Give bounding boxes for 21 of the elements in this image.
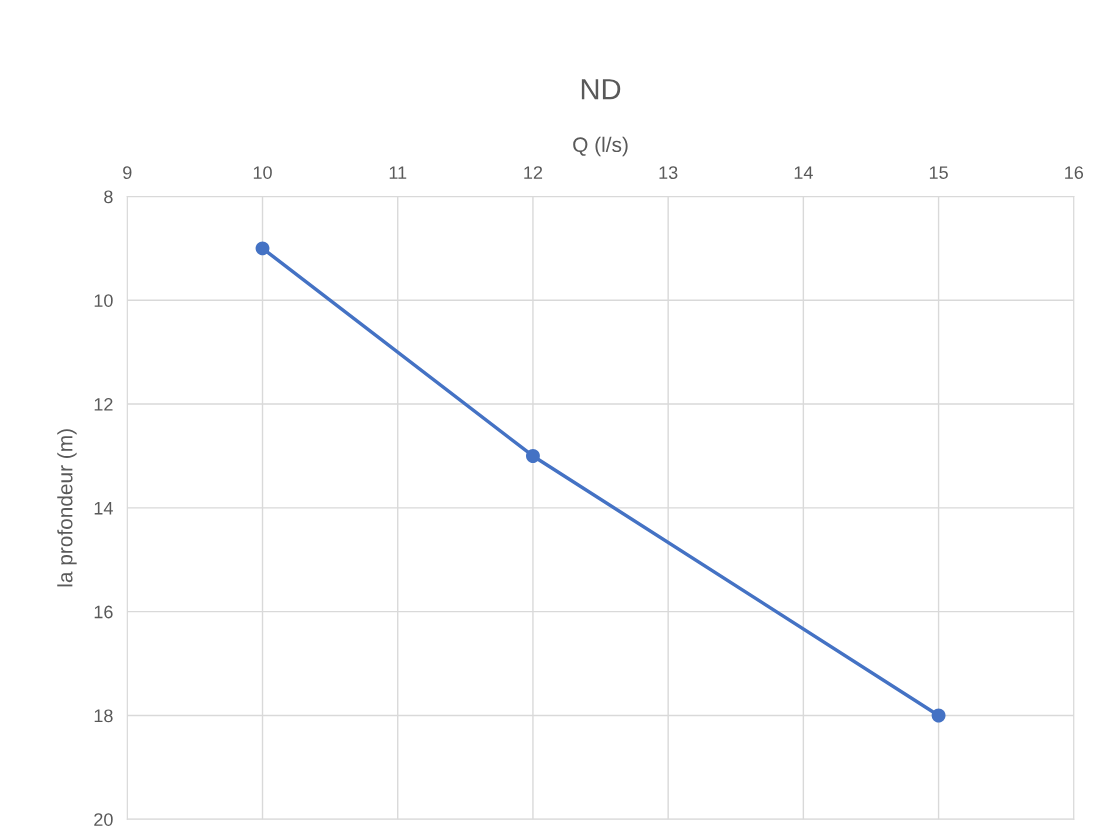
y-tick-label: 14 (94, 501, 113, 515)
y-tick-label: 20 (94, 813, 113, 826)
chart-title: ND (581, 79, 621, 100)
y-tick-label: 12 (94, 398, 113, 411)
y-tick-label: 10 (94, 294, 113, 307)
point (255, 241, 270, 256)
x-tick-label: 14 (794, 166, 813, 179)
x-axis-title: Q (l/s) (573, 136, 628, 157)
y-tick-label: 8 (104, 190, 113, 204)
x-tick-label: 16 (1065, 166, 1084, 179)
y-axis-title: la profondeur (m) (57, 429, 77, 587)
y-tick-label: 18 (94, 709, 113, 723)
point (931, 708, 946, 723)
x-tick-label: 9 (123, 166, 132, 179)
x-tick-label: 12 (524, 166, 543, 179)
x-tick-label: 10 (253, 166, 272, 179)
x-tick-label: 11 (389, 166, 407, 179)
x-tick-label: 15 (929, 166, 948, 179)
y-tick-label: 16 (94, 605, 113, 619)
point (526, 449, 540, 463)
x-tick-label: 13 (659, 166, 678, 179)
